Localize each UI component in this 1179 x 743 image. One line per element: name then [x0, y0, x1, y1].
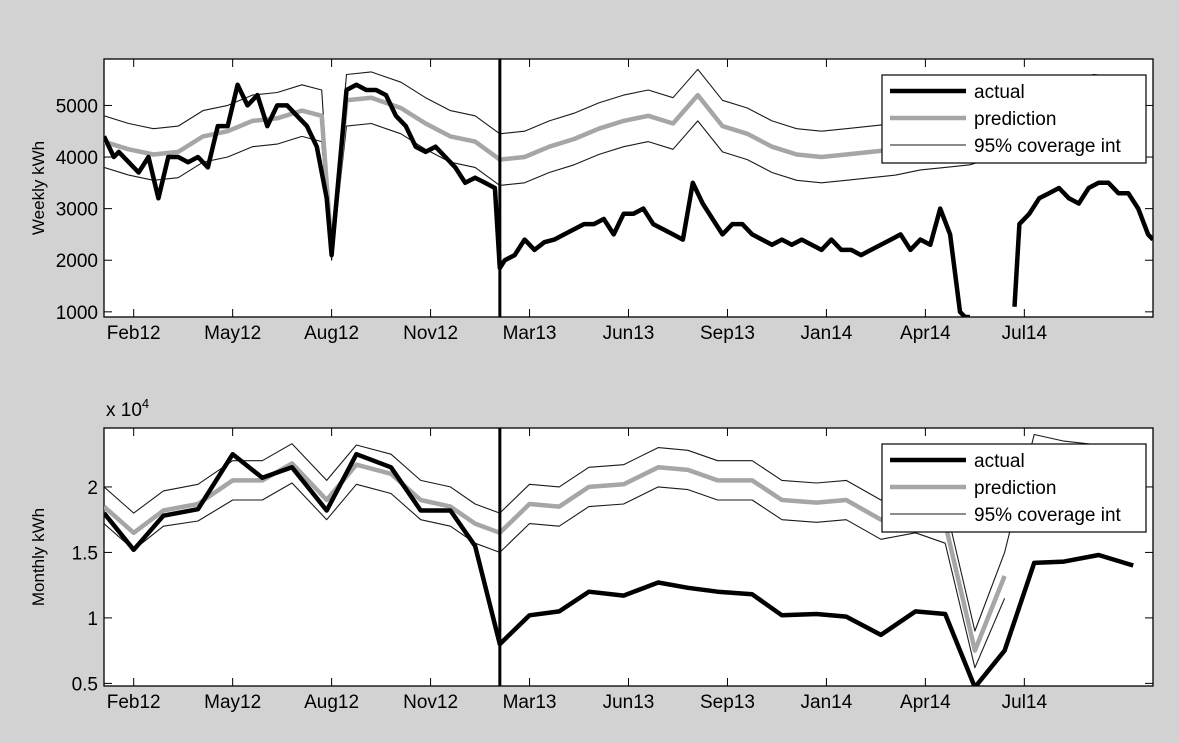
x-tick-label: Apr14 [900, 323, 951, 344]
y-tick-label: 1.5 [72, 543, 98, 564]
y-axis-label: Monthly kWh [29, 508, 48, 606]
x-tick-label: Jul14 [1002, 692, 1048, 713]
x-tick-label: Jan14 [801, 323, 853, 344]
legend-label: actual [974, 451, 1025, 472]
x-tick-label: Nov12 [403, 323, 458, 344]
y-axis-label: Weekly kWh [29, 141, 48, 235]
series-line-actual [104, 82, 1153, 317]
series-line-prediction [104, 461, 1007, 653]
x-tick-label: Mar13 [503, 323, 557, 344]
exponent-base: x 10 [106, 400, 142, 421]
exponent-power: 4 [142, 396, 149, 411]
x-tick-label: Jul14 [1002, 323, 1048, 344]
x-axis-ticks: Feb12 May12 Aug12 Nov12 Mar13 Jun13 Sep13 Jan14… [107, 428, 1048, 713]
y-axis-exponent: x 104 [106, 396, 149, 421]
y-tick-label: 0.5 [72, 674, 98, 695]
y-axis-ticks: 1000 2000 3000 4000 5000 [56, 96, 1153, 324]
series-layer [104, 428, 1134, 686]
legend-label: 95% coverage int [974, 505, 1122, 526]
y-axis-ticks: 0.5 1 1.5 2 [72, 478, 1153, 695]
series-line-95-coverage-int [104, 120, 1144, 261]
weekly-kwh-chart: 1000 2000 3000 4000 5000 Feb12 May12 Aug12 Nov1… [29, 58, 1154, 344]
series-line-95-coverage-int [104, 482, 1006, 669]
x-tick-label: Nov12 [403, 692, 458, 713]
legend-label: 95% coverage int [974, 136, 1122, 157]
x-tick-label: Jan14 [801, 692, 853, 713]
x-tick-label: Aug12 [304, 692, 359, 713]
y-tick-label: 1000 [56, 303, 98, 324]
x-tick-label: Apr14 [900, 692, 951, 713]
x-tick-label: Sep13 [700, 323, 755, 344]
x-tick-label: May12 [204, 692, 261, 713]
y-tick-label: 4000 [56, 148, 98, 169]
x-tick-label: Jun13 [603, 323, 655, 344]
monthly-kwh-chart: 0.5 1 1.5 2 Feb12 May12 Aug12 Nov12 Mar13 Jun13 S… [29, 396, 1154, 713]
series-line-actual [104, 451, 1134, 686]
x-tick-label: Sep13 [700, 692, 755, 713]
x-tick-label: Feb12 [107, 323, 161, 344]
y-tick-label: 2 [87, 478, 98, 499]
x-tick-label: May12 [204, 323, 261, 344]
legend-label: prediction [974, 109, 1056, 130]
legend-label: prediction [974, 478, 1056, 499]
y-tick-label: 2000 [56, 251, 98, 272]
x-tick-label: Aug12 [304, 323, 359, 344]
series-line-95-coverage-int [104, 433, 1134, 632]
x-axis-ticks: Feb12 May12 Aug12 Nov12 Mar13 Jun13 Sep13 Jan14… [107, 59, 1048, 344]
legend-label: actual [974, 82, 1025, 103]
x-tick-label: Feb12 [107, 692, 161, 713]
x-tick-label: Jun13 [603, 692, 655, 713]
x-tick-label: Mar13 [503, 692, 557, 713]
y-tick-label: 5000 [56, 96, 98, 117]
y-tick-label: 1 [87, 609, 98, 630]
legend: actual prediction 95% coverage int [881, 443, 1147, 533]
y-tick-label: 3000 [56, 200, 98, 221]
legend: actual prediction 95% coverage int [881, 74, 1147, 164]
